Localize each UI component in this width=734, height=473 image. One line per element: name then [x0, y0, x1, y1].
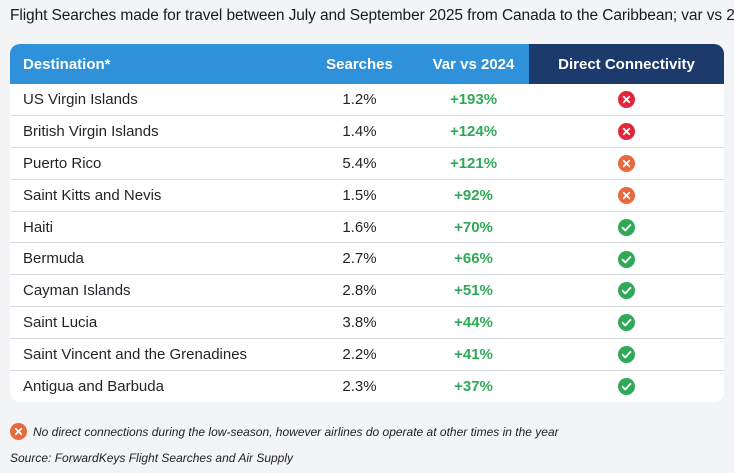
table-row: Antigua and Barbuda 2.3% +37%: [10, 370, 724, 402]
cell-destination: British Virgin Islands: [10, 115, 301, 149]
x-circle-red-icon: [618, 91, 635, 109]
cell-destination: Saint Lucia: [10, 306, 301, 339]
check-circle-icon: [618, 314, 635, 332]
table-row: Saint Lucia 3.8% +44%: [10, 306, 724, 339]
cell-destination: Saint Kitts and Nevis: [10, 179, 301, 212]
cell-var: +193%: [418, 84, 529, 117]
table-row: Haiti 1.6% +70%: [10, 211, 724, 244]
table-body: US Virgin Islands 1.2% +193% British Virgin…: [10, 84, 724, 402]
cell-searches: 2.8%: [301, 274, 418, 308]
cell-direct-connectivity: [529, 242, 724, 276]
x-circle-orange-icon: [618, 155, 635, 173]
table-row: British Virgin Islands 1.4% +124%: [10, 115, 724, 149]
cell-searches: 2.3%: [342, 377, 377, 395]
cell-direct-connectivity: [529, 274, 724, 308]
header-var: Var vs 2024: [418, 44, 529, 84]
cell-direct-connectivity: [529, 338, 724, 371]
table-row: Saint Kitts and Nevis 1.5% +92%: [10, 179, 724, 212]
cell-searches: 5.4%: [301, 147, 418, 180]
table-row: Bermuda 2.7% +66%: [10, 242, 724, 276]
cell-destination: Haiti: [10, 211, 301, 244]
cell-searches: 2.2%: [301, 338, 418, 371]
cell-direct-connectivity: [529, 211, 724, 244]
cell-var: +66%: [418, 242, 529, 276]
footnote-text: No direct connections during the low-sea…: [33, 424, 559, 439]
cell-searches: 1.2%: [301, 84, 418, 117]
cell-searches: 1.4%: [301, 115, 418, 149]
header-direct-connectivity: Direct Connectivity: [529, 44, 724, 84]
cell-destination: Saint Vincent and the Grenadines: [10, 338, 301, 371]
cell-direct-connectivity: [529, 115, 724, 149]
data-table: Destination* Searches Var vs 2024 Direct…: [10, 44, 724, 402]
cell-var: +51%: [418, 274, 529, 308]
table-row: Cayman Islands 2.8% +51%: [10, 274, 724, 308]
cell-destination: US Virgin Islands: [10, 84, 301, 117]
table-card: Destination* Searches Var vs 2024 Direct…: [10, 44, 724, 402]
x-circle-red-icon: [618, 123, 635, 141]
cell-direct-connectivity: [529, 370, 724, 402]
cell-destination: Puerto Rico: [10, 147, 301, 180]
cell-direct-connectivity: [529, 84, 724, 117]
cell-var: +41%: [418, 338, 529, 371]
x-circle-orange-icon: [618, 187, 635, 205]
cell-destination: Cayman Islands: [10, 274, 301, 308]
table-header-row: Destination* Searches Var vs 2024 Direct…: [10, 44, 724, 84]
source-text: Source: ForwardKeys Flight Searches and …: [10, 451, 294, 465]
header-destination: Destination*: [10, 44, 301, 84]
cell-searches: 1.5%: [301, 179, 418, 212]
check-circle-icon: [618, 282, 635, 300]
check-circle-icon: [618, 218, 635, 236]
cell-var: +37%: [454, 377, 493, 395]
cell-searches: 2.7%: [301, 242, 418, 276]
cell-destination: Antigua and Barbuda: [23, 377, 164, 395]
cell-var: +124%: [418, 115, 529, 149]
cell-var: +70%: [418, 211, 529, 244]
table-row: Saint Vincent and the Grenadines 2.2% +41%: [10, 338, 724, 371]
cell-var: +44%: [418, 306, 529, 339]
off-season-icon: [10, 423, 27, 440]
cell-var: +121%: [418, 147, 529, 180]
header-searches: Searches: [301, 44, 418, 84]
cell-direct-connectivity: [529, 147, 724, 180]
cell-searches: 3.8%: [301, 306, 418, 339]
cell-direct-connectivity: [529, 179, 724, 212]
cell-var: +92%: [418, 179, 529, 212]
check-circle-icon: [618, 250, 635, 268]
table-row: US Virgin Islands 1.2% +193%: [10, 84, 724, 117]
check-circle-icon: [618, 378, 635, 396]
chart-title: Flight Searches made for travel between …: [10, 7, 734, 24]
cell-destination: Bermuda: [10, 242, 301, 276]
footnote: No direct connections during the low-sea…: [10, 423, 559, 440]
table-row: Puerto Rico 5.4% +121%: [10, 147, 724, 180]
cell-direct-connectivity: [529, 306, 724, 339]
cell-searches: 1.6%: [301, 211, 418, 244]
check-circle-icon: [618, 346, 635, 364]
